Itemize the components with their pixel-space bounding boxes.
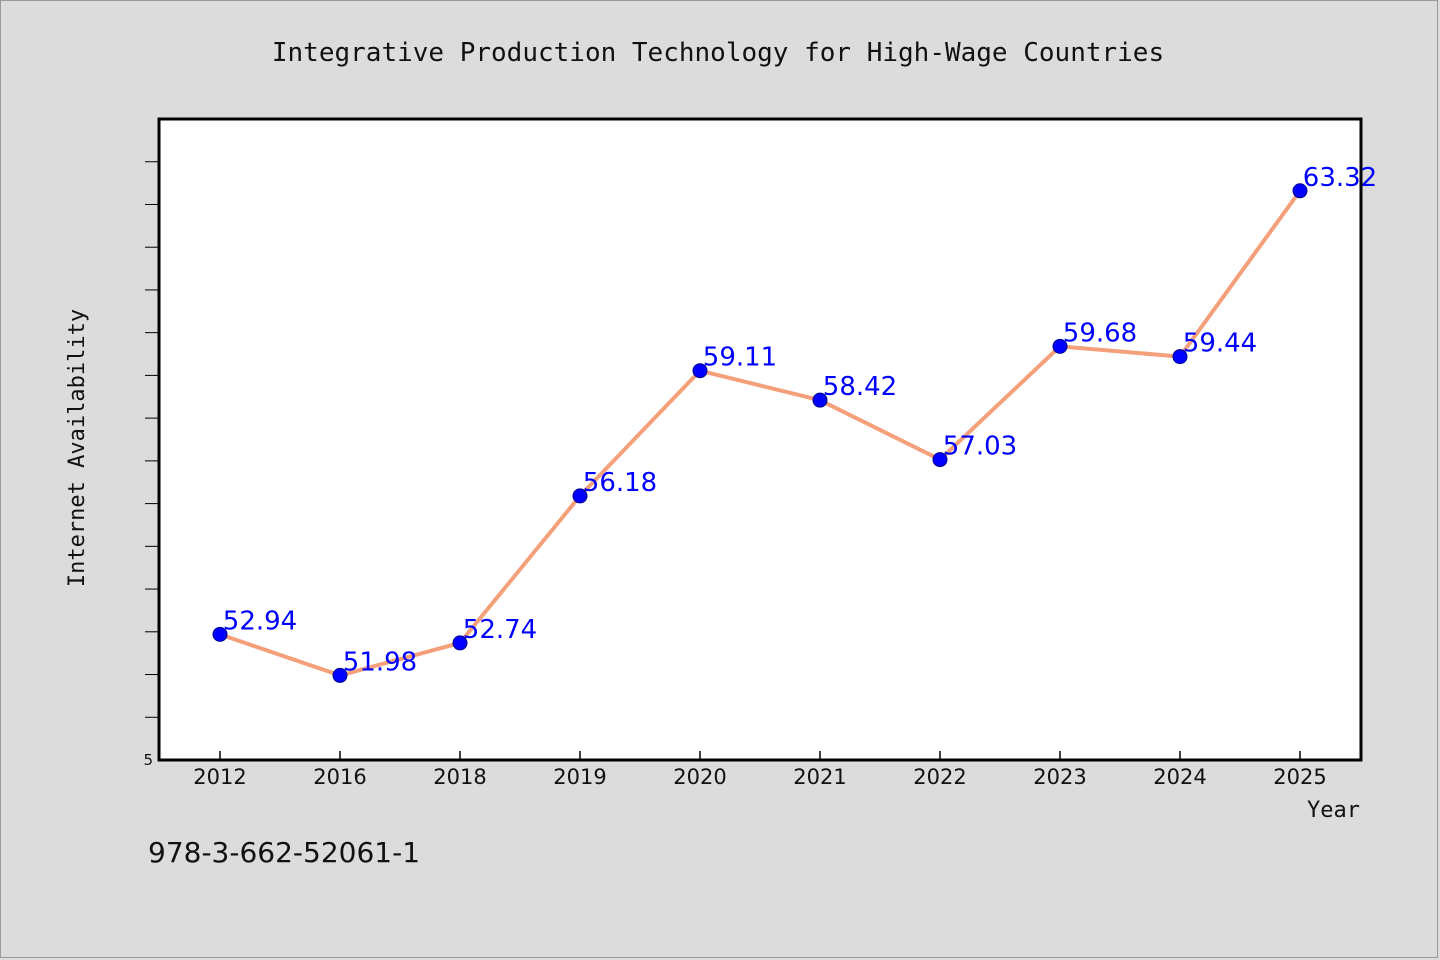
data-label: 57.03	[943, 432, 1017, 462]
x-axis-ticks: 2012 2016 2018 2019 2020 2021 2022 2023 2024 2025	[193, 751, 1327, 789]
data-point-marker	[572, 488, 588, 504]
data-label: 56.18	[583, 468, 657, 498]
x-tick-label: 2018	[433, 765, 486, 789]
x-axis-label: Year	[1307, 798, 1360, 823]
data-point-marker	[692, 363, 708, 379]
x-tick-label: 2021	[793, 765, 846, 789]
data-point-marker	[812, 392, 828, 408]
x-tick-label: 2020	[673, 765, 726, 789]
x-tick-label: 2025	[1273, 765, 1326, 789]
data-label: 59.44	[1183, 329, 1257, 359]
data-point-marker	[212, 626, 228, 642]
data-point-marker	[332, 667, 348, 683]
footer-isbn: 978-3-662-52061-1	[148, 836, 420, 869]
chart-title: Integrative Production Technology for Hi…	[272, 38, 1164, 68]
x-tick-label: 2022	[913, 765, 966, 789]
plot-area	[157, 117, 1363, 762]
data-point-marker	[932, 452, 948, 468]
x-tick-label: 2012	[193, 765, 246, 789]
x-tick-label: 2024	[1153, 765, 1206, 789]
data-label: 52.94	[223, 606, 297, 636]
y-tick-label: 5	[143, 751, 153, 769]
series-line-group: 52.94 51.98 52.74 56.18 59.11 58.42 57.03 59.68…	[212, 163, 1377, 683]
data-label: 63.32	[1303, 163, 1377, 193]
data-label: 52.74	[463, 615, 537, 645]
y-axis-label: Internet Availability	[65, 309, 90, 587]
y-axis-ticks: 5	[143, 161, 159, 769]
x-tick-label: 2019	[553, 765, 606, 789]
x-tick-label: 2023	[1033, 765, 1086, 789]
data-point-marker	[452, 635, 468, 651]
x-tick-label: 2016	[313, 765, 366, 789]
data-point-marker	[1292, 183, 1308, 199]
data-label: 59.11	[703, 343, 777, 373]
data-label: 51.98	[343, 647, 417, 677]
data-point-marker	[1052, 338, 1068, 354]
series-line	[218, 188, 1302, 678]
data-label: 59.68	[1063, 318, 1137, 348]
data-point-marker	[1172, 349, 1188, 365]
data-label: 58.42	[823, 372, 897, 402]
